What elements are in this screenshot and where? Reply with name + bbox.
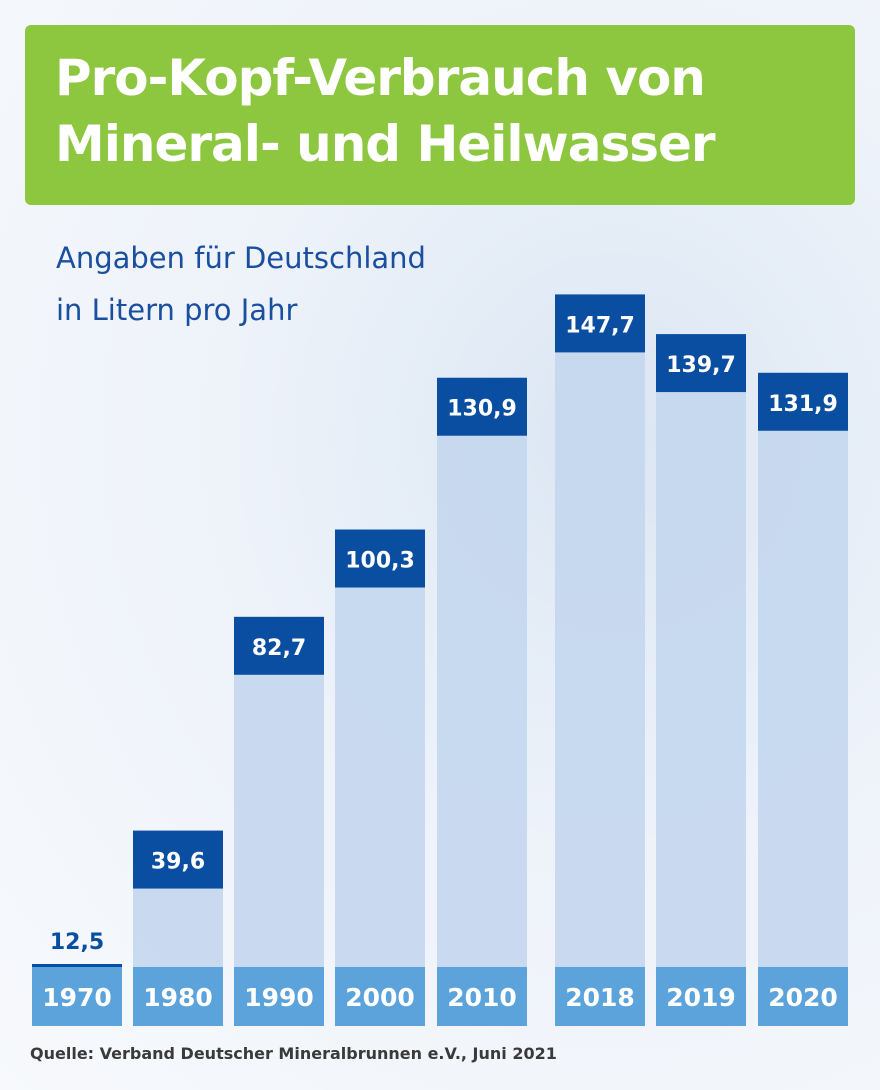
value-label-box (437, 377, 527, 436)
year-label: 2000 (345, 983, 415, 1012)
year-label: 1970 (42, 983, 112, 1012)
value-label-box (656, 334, 746, 393)
bar (555, 352, 645, 968)
year-box (758, 967, 848, 1026)
value-label: 130,9 (447, 397, 517, 422)
year-box (555, 967, 645, 1026)
bar (758, 430, 848, 967)
bar (32, 964, 122, 967)
year-box (335, 967, 425, 1026)
chart-subtitle: Angaben für Deutschland in Litern pro Ja… (56, 232, 426, 336)
value-label: 39,6 (151, 850, 205, 875)
bar (133, 888, 223, 967)
value-label: 131,9 (768, 392, 838, 417)
value-label-box (335, 529, 425, 588)
value-label-box (758, 372, 848, 431)
subtitle-line-2: in Litern pro Jahr (56, 293, 298, 327)
year-label: 1980 (143, 983, 213, 1012)
title-line-1: Pro-Kopf-Verbrauch von (55, 49, 706, 107)
value-label: 82,7 (252, 636, 306, 661)
bar (335, 587, 425, 967)
chart-title: Pro-Kopf-Verbrauch von Mineral- und Heil… (55, 45, 716, 177)
source-note: Quelle: Verband Deutscher Mineralbrunnen… (30, 1044, 557, 1063)
value-label-box (555, 294, 645, 353)
bar (234, 674, 324, 967)
title-banner: Pro-Kopf-Verbrauch von Mineral- und Heil… (25, 25, 855, 205)
year-box (437, 967, 527, 1026)
year-label: 2020 (768, 983, 838, 1012)
value-label: 147,7 (565, 313, 635, 338)
value-label: 139,7 (666, 353, 736, 378)
year-label: 1990 (244, 983, 314, 1012)
value-label-box (234, 616, 324, 675)
year-label: 2019 (666, 983, 736, 1012)
value-label-box (133, 830, 223, 889)
bar (656, 392, 746, 967)
year-box (656, 967, 746, 1026)
value-label: 12,5 (50, 930, 104, 955)
subtitle-line-1: Angaben für Deutschland (56, 241, 426, 275)
title-line-2: Mineral- und Heilwasser (55, 115, 716, 173)
year-box (133, 967, 223, 1026)
year-label: 2010 (447, 983, 517, 1012)
value-label: 100,3 (345, 549, 415, 574)
year-label: 2018 (565, 983, 635, 1012)
year-box (234, 967, 324, 1026)
bar (437, 435, 527, 968)
year-box (32, 967, 122, 1026)
